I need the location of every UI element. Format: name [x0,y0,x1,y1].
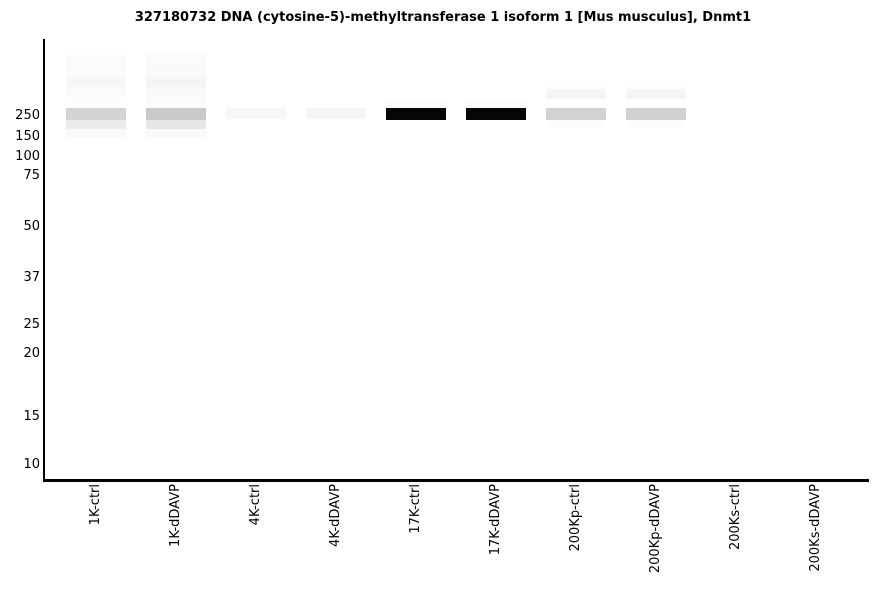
y-tick-label-100: 100 [15,149,40,164]
gel-band [66,129,126,138]
gel-band [146,52,206,58]
gel-band [546,120,606,128]
gel-band [146,77,206,87]
gel-band [146,120,206,129]
x-tick-label-1K-ctrl: 1K-ctrl [88,484,103,526]
gel-band [146,129,206,138]
y-tick-label-150: 150 [15,129,40,144]
x-tick-label-1K-dDAVP: 1K-dDAVP [168,484,183,547]
gel-band [626,89,686,99]
gel-band [66,108,126,120]
gel-band [546,81,606,89]
x-tick-label-200Kp-ctrl: 200Kp-ctrl [568,484,583,552]
gel-band [546,89,606,99]
chart-title: 327180732 DNA (cytosine-5)-methyltransfe… [134,10,752,25]
gel-band [146,87,206,99]
gel-band [386,108,446,120]
gel-band [66,77,126,87]
gel-band [386,100,446,108]
gel-band [226,108,286,119]
gel-band [466,100,526,108]
x-tick-label-200Ks-ctrl: 200Ks-ctrl [728,484,743,551]
x-tick-label-200Ks-dDAVP: 200Ks-dDAVP [808,484,823,572]
gel-band [146,58,206,77]
gel-band [66,52,126,58]
x-tick-label-17K-dDAVP: 17K-dDAVP [488,484,503,556]
y-axis-line [43,39,45,482]
gel-band [626,81,686,89]
gel-band [546,108,606,120]
x-tick-label-4K-dDAVP: 4K-dDAVP [328,484,343,547]
y-tick-label-20: 20 [23,346,40,361]
gel-band [66,58,126,77]
gel-band [146,99,206,108]
gel-band [306,108,366,119]
gel-band [146,108,206,120]
gel-band [66,99,126,108]
gel-band [66,87,126,99]
y-tick-label-15: 15 [23,409,40,424]
gel-band [466,108,526,120]
y-tick-label-50: 50 [23,219,40,234]
x-axis-line [43,479,869,482]
y-tick-label-37: 37 [23,270,40,285]
x-tick-label-17K-ctrl: 17K-ctrl [408,484,423,534]
y-tick-label-75: 75 [23,168,40,183]
gel-band [66,120,126,129]
gel-band [626,108,686,120]
x-tick-label-4K-ctrl: 4K-ctrl [248,484,263,526]
y-tick-label-250: 250 [15,108,40,123]
y-tick-label-25: 25 [23,317,40,332]
gel-band [626,120,686,128]
x-tick-label-200Kp-dDAVP: 200Kp-dDAVP [648,484,663,574]
y-tick-label-10: 10 [23,457,40,472]
